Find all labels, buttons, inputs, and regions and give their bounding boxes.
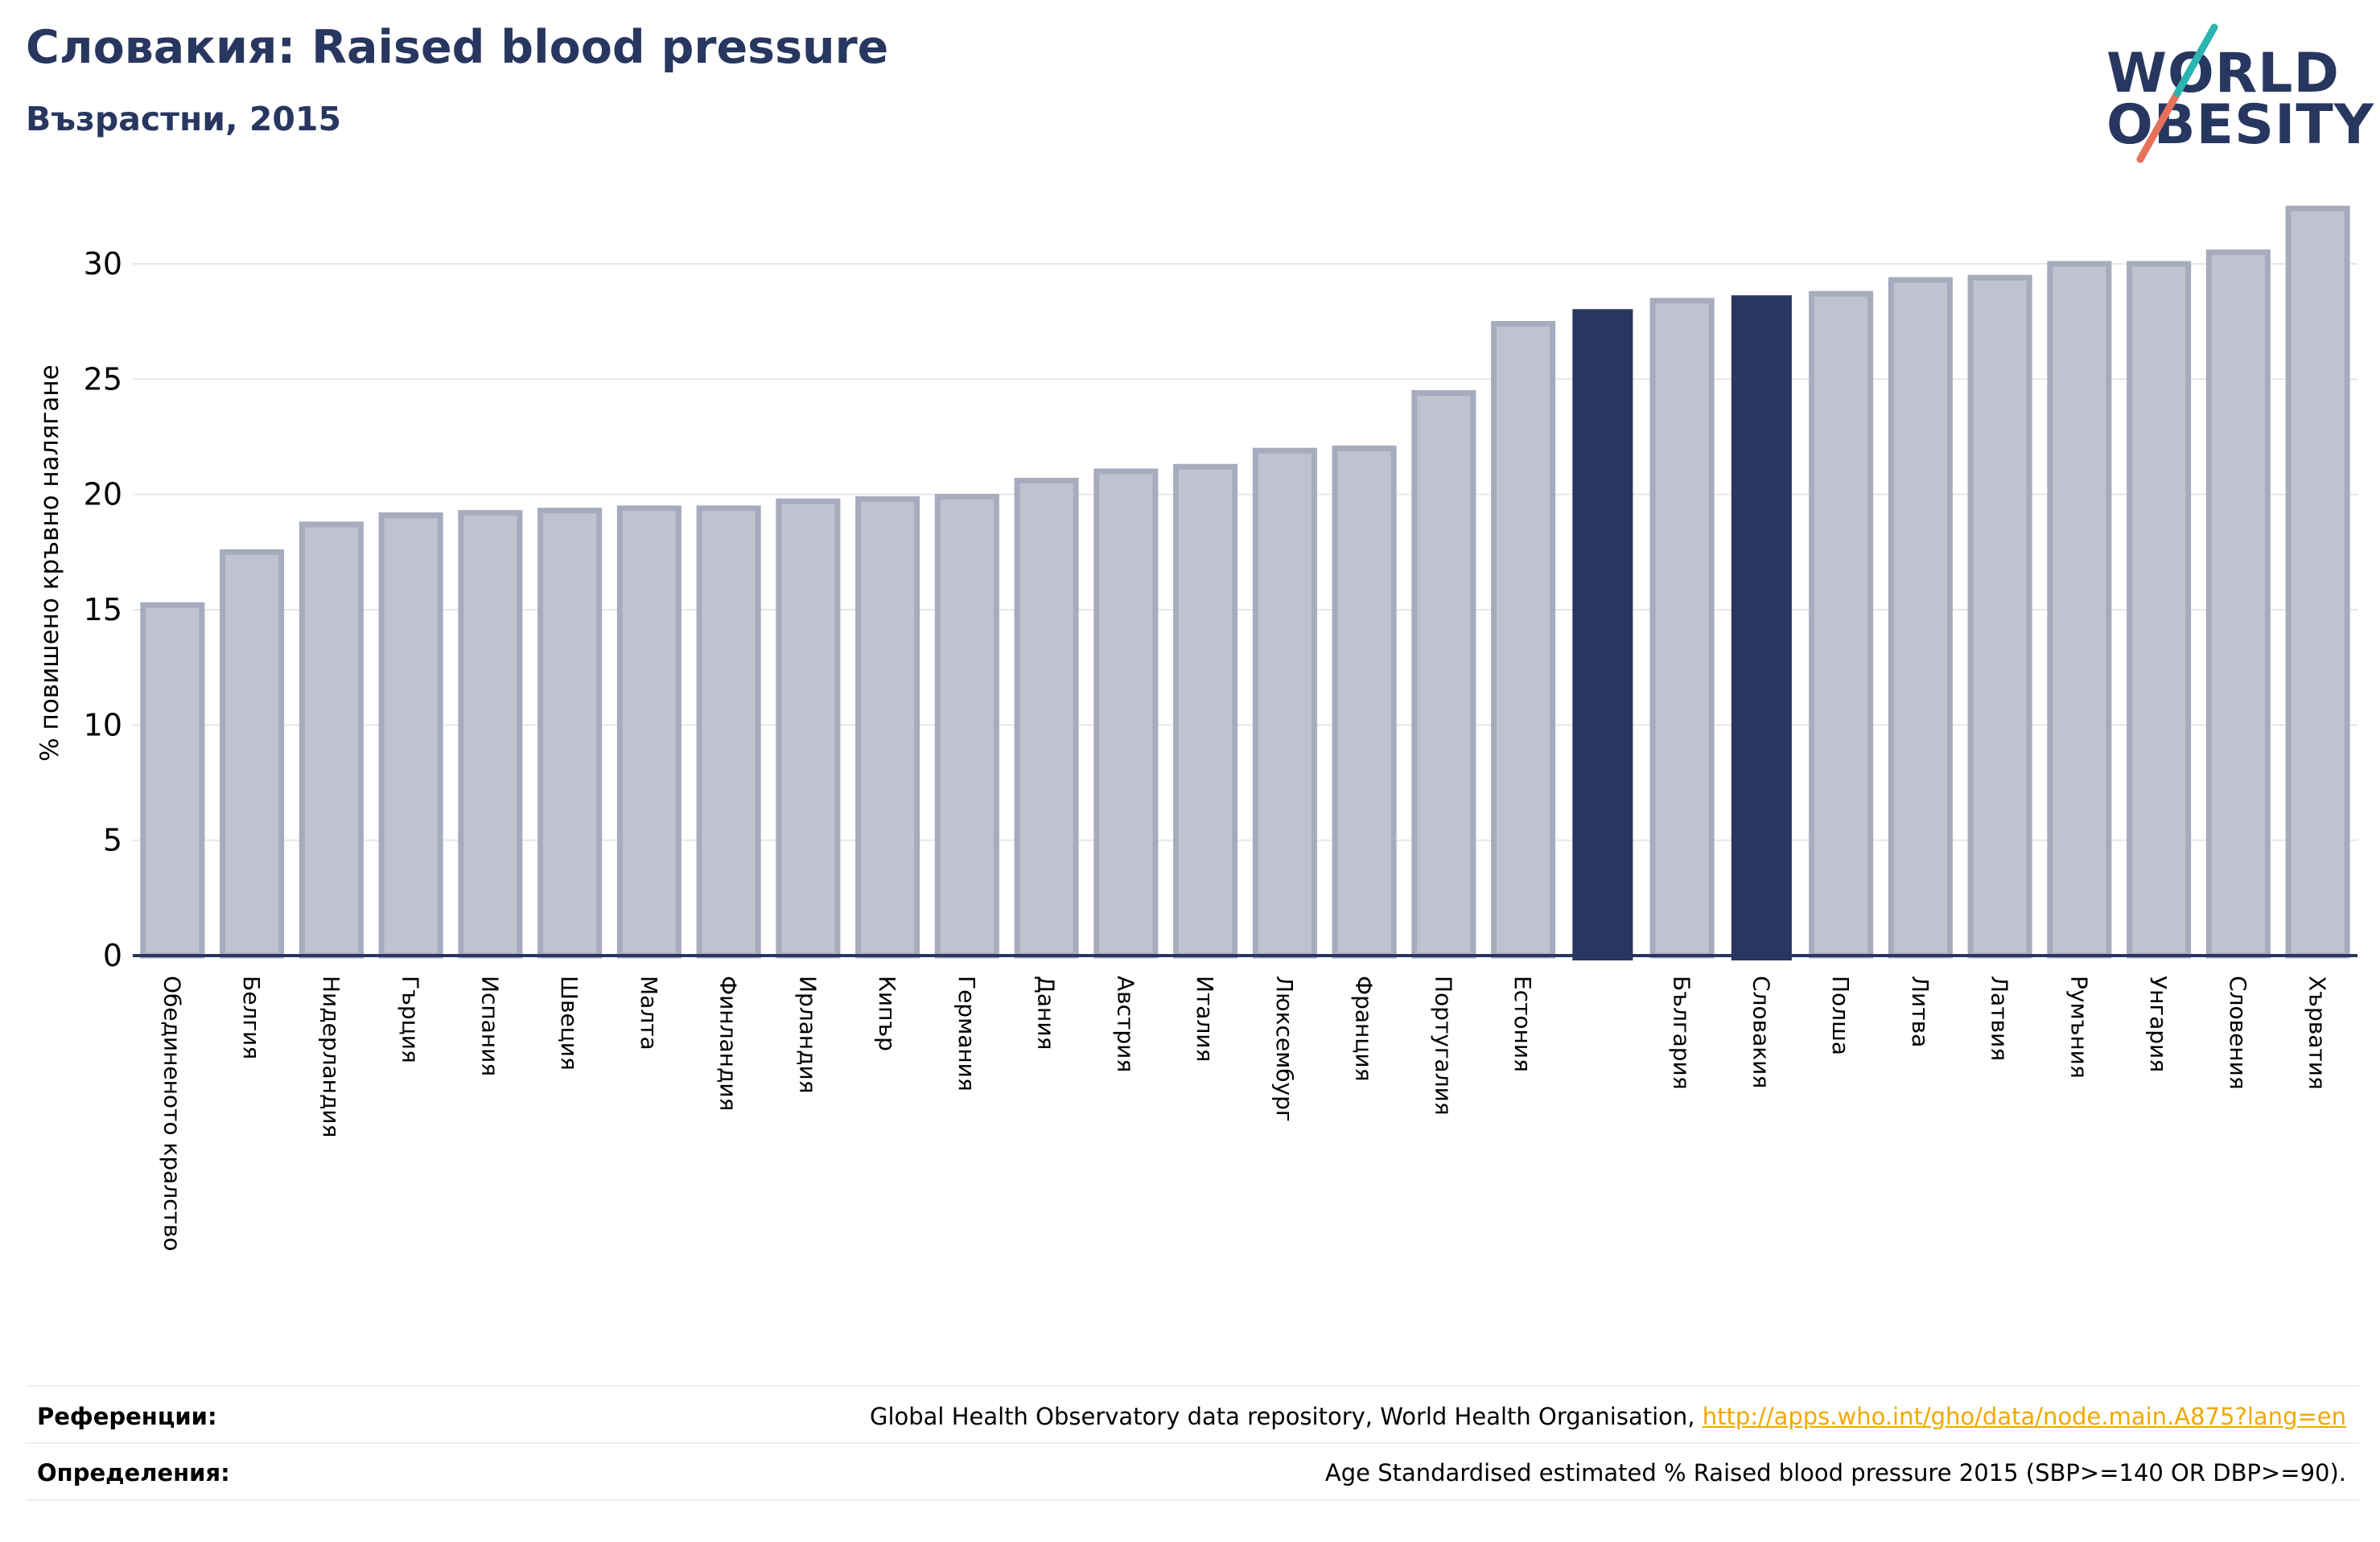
x-tick-label: Литва: [1907, 976, 1933, 1047]
references-text: Global Health Observatory data repositor…: [869, 1403, 1703, 1430]
bar-Румъния: [2047, 261, 2112, 959]
x-tick-label: Естония: [1509, 976, 1536, 1072]
x-tick-label: България: [1669, 976, 1695, 1090]
chart-title: Словакия: Raised blood pressure: [26, 21, 889, 74]
x-tick-label: Нидерландия: [318, 976, 344, 1137]
x-tick-label: Малта: [636, 976, 662, 1051]
bar-Испания: [458, 510, 523, 959]
x-tick-label: Румъния: [2065, 976, 2092, 1079]
footer-divider-bottom: [26, 1499, 2359, 1501]
references-link[interactable]: http://apps.who.int/gho/data/node.main.A…: [1702, 1403, 2346, 1430]
y-tick-label: 0: [103, 938, 122, 973]
footer-divider-top: [26, 1385, 2359, 1387]
x-tick-label: Франция: [1351, 976, 1377, 1081]
logo-slash-icon: [2136, 23, 2218, 163]
bar-Естония: [1491, 321, 1556, 959]
bar-Полша: [1809, 290, 1874, 959]
references-row: Референции: Global Health Observatory da…: [37, 1396, 2346, 1437]
bar-Гърция: [378, 512, 443, 959]
bar-Португалия: [1411, 390, 1476, 959]
bar-Малта: [616, 505, 681, 959]
logo-word-world: WORLD: [2106, 42, 2340, 105]
bar-Ирландия: [776, 498, 841, 959]
bar-Германия: [934, 494, 999, 959]
x-tick-label: Кипър: [874, 976, 900, 1051]
y-tick-label: 15: [84, 592, 122, 627]
x-tick-label: Белгия: [238, 976, 265, 1059]
y-tick-label: 5: [103, 823, 122, 858]
bar-Хърватия: [2285, 205, 2350, 959]
bar-Латвия: [1967, 274, 2032, 959]
bar-Австрия: [1093, 468, 1159, 959]
x-tick-label: Гърция: [397, 976, 424, 1063]
x-tick-label: Австрия: [1112, 976, 1139, 1072]
chart-subtitle: Възрастни, 2015: [26, 100, 341, 138]
x-tick-label: Хърватия: [2304, 976, 2331, 1090]
references-value: Global Health Observatory data repositor…: [870, 1396, 2346, 1437]
bar-Франция: [1332, 445, 1397, 959]
x-tick-label: Португалия: [1430, 976, 1456, 1116]
x-tick-label: Обединеното кралство: [159, 976, 185, 1251]
y-tick-label: 10: [84, 707, 122, 742]
bar-highlight: [1572, 309, 1633, 961]
bar-Швеция: [537, 508, 603, 959]
x-tick-label: Швеция: [556, 976, 583, 1071]
bar-Словения: [2205, 249, 2271, 959]
x-axis: Обединеното кралство Белгия Нидерландия Гър…: [133, 954, 2357, 1251]
world-obesity-logo: WORLD OBESITY: [2100, 23, 2374, 167]
bar-Белгия: [220, 549, 285, 959]
x-tick-label: Ирландия: [794, 976, 821, 1093]
footer-divider-middle: [26, 1442, 2359, 1444]
bar-Люксембург: [1252, 447, 1317, 959]
x-tick-label: Полша: [1827, 976, 1854, 1055]
definitions-row: Определения: Age Standardised estimated …: [37, 1453, 2346, 1493]
y-axis-label: % повишено кръвно налягане: [35, 364, 64, 762]
x-tick-label: Словения: [2225, 976, 2251, 1090]
bar-Унгария: [2127, 261, 2192, 959]
definitions-value: Age Standardised estimated % Raised bloo…: [1324, 1459, 2346, 1486]
bar-Литва: [1888, 277, 1953, 959]
bar-Дания: [1014, 477, 1079, 959]
y-axis: 0 5 10 15 20 25 30: [84, 246, 122, 973]
bar-Кипър: [855, 495, 920, 959]
bar-Нидерландия: [299, 521, 364, 959]
references-label: Референции:: [37, 1403, 217, 1430]
y-tick-label: 30: [84, 246, 122, 282]
definitions-label: Определения:: [37, 1459, 230, 1486]
bar-Финландия: [696, 505, 761, 959]
x-tick-label: Унгария: [2145, 976, 2172, 1072]
y-tick-label: 25: [84, 361, 122, 397]
x-tick-label: Люксембург: [1271, 976, 1298, 1122]
bar-chart: 0 5 10 15 20 25 30 Обединеното кралство Белгия Н…: [35, 205, 2357, 1251]
bar-Италия: [1173, 463, 1238, 959]
x-tick-label: Италия: [1192, 976, 1218, 1062]
x-tick-label: Испания: [476, 976, 503, 1076]
x-tick-label: Германия: [953, 976, 980, 1092]
bar-Обединеното кралство: [140, 602, 205, 959]
x-tick-label: Дания: [1033, 976, 1060, 1050]
x-tick-label: Финландия: [715, 976, 742, 1111]
x-tick-label: Латвия: [1987, 976, 2013, 1061]
bar-Словакия: [1731, 295, 1792, 960]
x-tick-label: Словакия: [1748, 976, 1774, 1088]
bars: [140, 205, 2350, 961]
y-tick-label: 20: [84, 477, 122, 512]
bar-България: [1649, 298, 1715, 959]
